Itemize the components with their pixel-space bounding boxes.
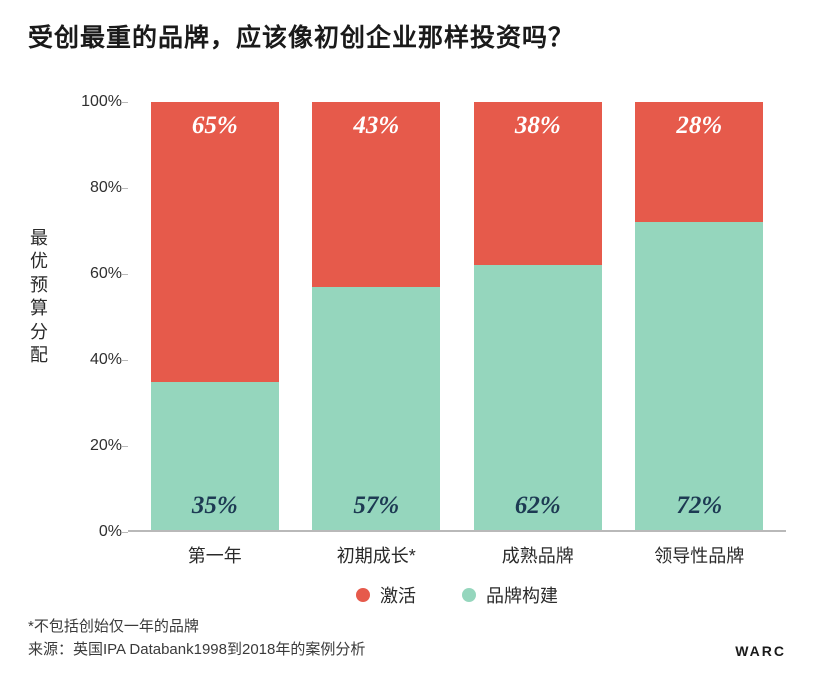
legend-swatch: [462, 588, 476, 602]
bar-segment-activation: 28%: [635, 102, 763, 222]
bar-value-label: 43%: [312, 112, 440, 140]
bar-value-label: 62%: [474, 492, 602, 520]
bar-value-label: 28%: [635, 112, 763, 140]
y-tick: 40%: [64, 351, 122, 369]
legend-label: 激活: [380, 582, 416, 608]
bar-group: 72% 28%: [635, 102, 763, 530]
bar-segment-activation: 38%: [474, 102, 602, 265]
bar-value-label: 38%: [474, 112, 602, 140]
x-tick: 第一年: [151, 542, 279, 568]
page-title: 受创最重的品牌，应该像初创企业那样投资吗？: [28, 18, 786, 54]
bar-segment-brand-building: 57%: [312, 285, 440, 530]
y-axis-label: 最优预算分配: [28, 227, 50, 367]
bar-value-label: 57%: [312, 492, 440, 520]
brand-mark: WARC: [735, 643, 786, 659]
y-axis-ticks: 0%20%40%60%80%100%: [64, 102, 122, 532]
bars-container: 35% 65% 57% 43% 62% 38% 72% 28%: [128, 102, 786, 530]
bar-segment-activation: 65%: [151, 102, 279, 382]
plot-area: 35% 65% 57% 43% 62% 38% 72% 28%: [128, 102, 786, 532]
bar-segment-brand-building: 35%: [151, 380, 279, 531]
y-tick: 60%: [64, 265, 122, 283]
bar-value-label: 35%: [151, 492, 279, 520]
bar-segment-activation: 43%: [312, 102, 440, 287]
footnote-line: 来源：英国IPA Databank1998到2018年的案例分析: [28, 639, 365, 662]
legend: 激活 品牌构建: [128, 582, 786, 608]
y-tick: 0%: [64, 523, 122, 541]
bar-segment-brand-building: 62%: [474, 263, 602, 530]
chart-container: 最优预算分配 0%20%40%60%80%100% 35%65%57%43%62…: [28, 102, 786, 608]
bar-value-label: 72%: [635, 492, 763, 520]
bar-group: 57% 43%: [312, 102, 440, 530]
legend-item: 激活: [356, 582, 416, 608]
bar-segment-brand-building: 72%: [635, 220, 763, 530]
bar-group: 35% 65%: [151, 102, 279, 530]
bar-group: 62% 38%: [474, 102, 602, 530]
bar-value-label: 65%: [151, 112, 279, 140]
x-tick: 成熟品牌: [474, 542, 602, 568]
x-tick: 初期成长*: [312, 542, 440, 568]
legend-item: 品牌构建: [462, 582, 558, 608]
legend-label: 品牌构建: [486, 582, 558, 608]
footnotes: *不包括创始仅一年的品牌来源：英国IPA Databank1998到2018年的…: [28, 616, 365, 661]
x-tick: 领导性品牌: [635, 542, 763, 568]
legend-swatch: [356, 588, 370, 602]
x-axis-ticks: 第一年 初期成长* 成熟品牌 领导性品牌: [128, 532, 786, 568]
y-tick: 20%: [64, 437, 122, 455]
y-tick: 100%: [64, 93, 122, 111]
footnote-line: *不包括创始仅一年的品牌: [28, 616, 365, 639]
y-tick: 80%: [64, 179, 122, 197]
